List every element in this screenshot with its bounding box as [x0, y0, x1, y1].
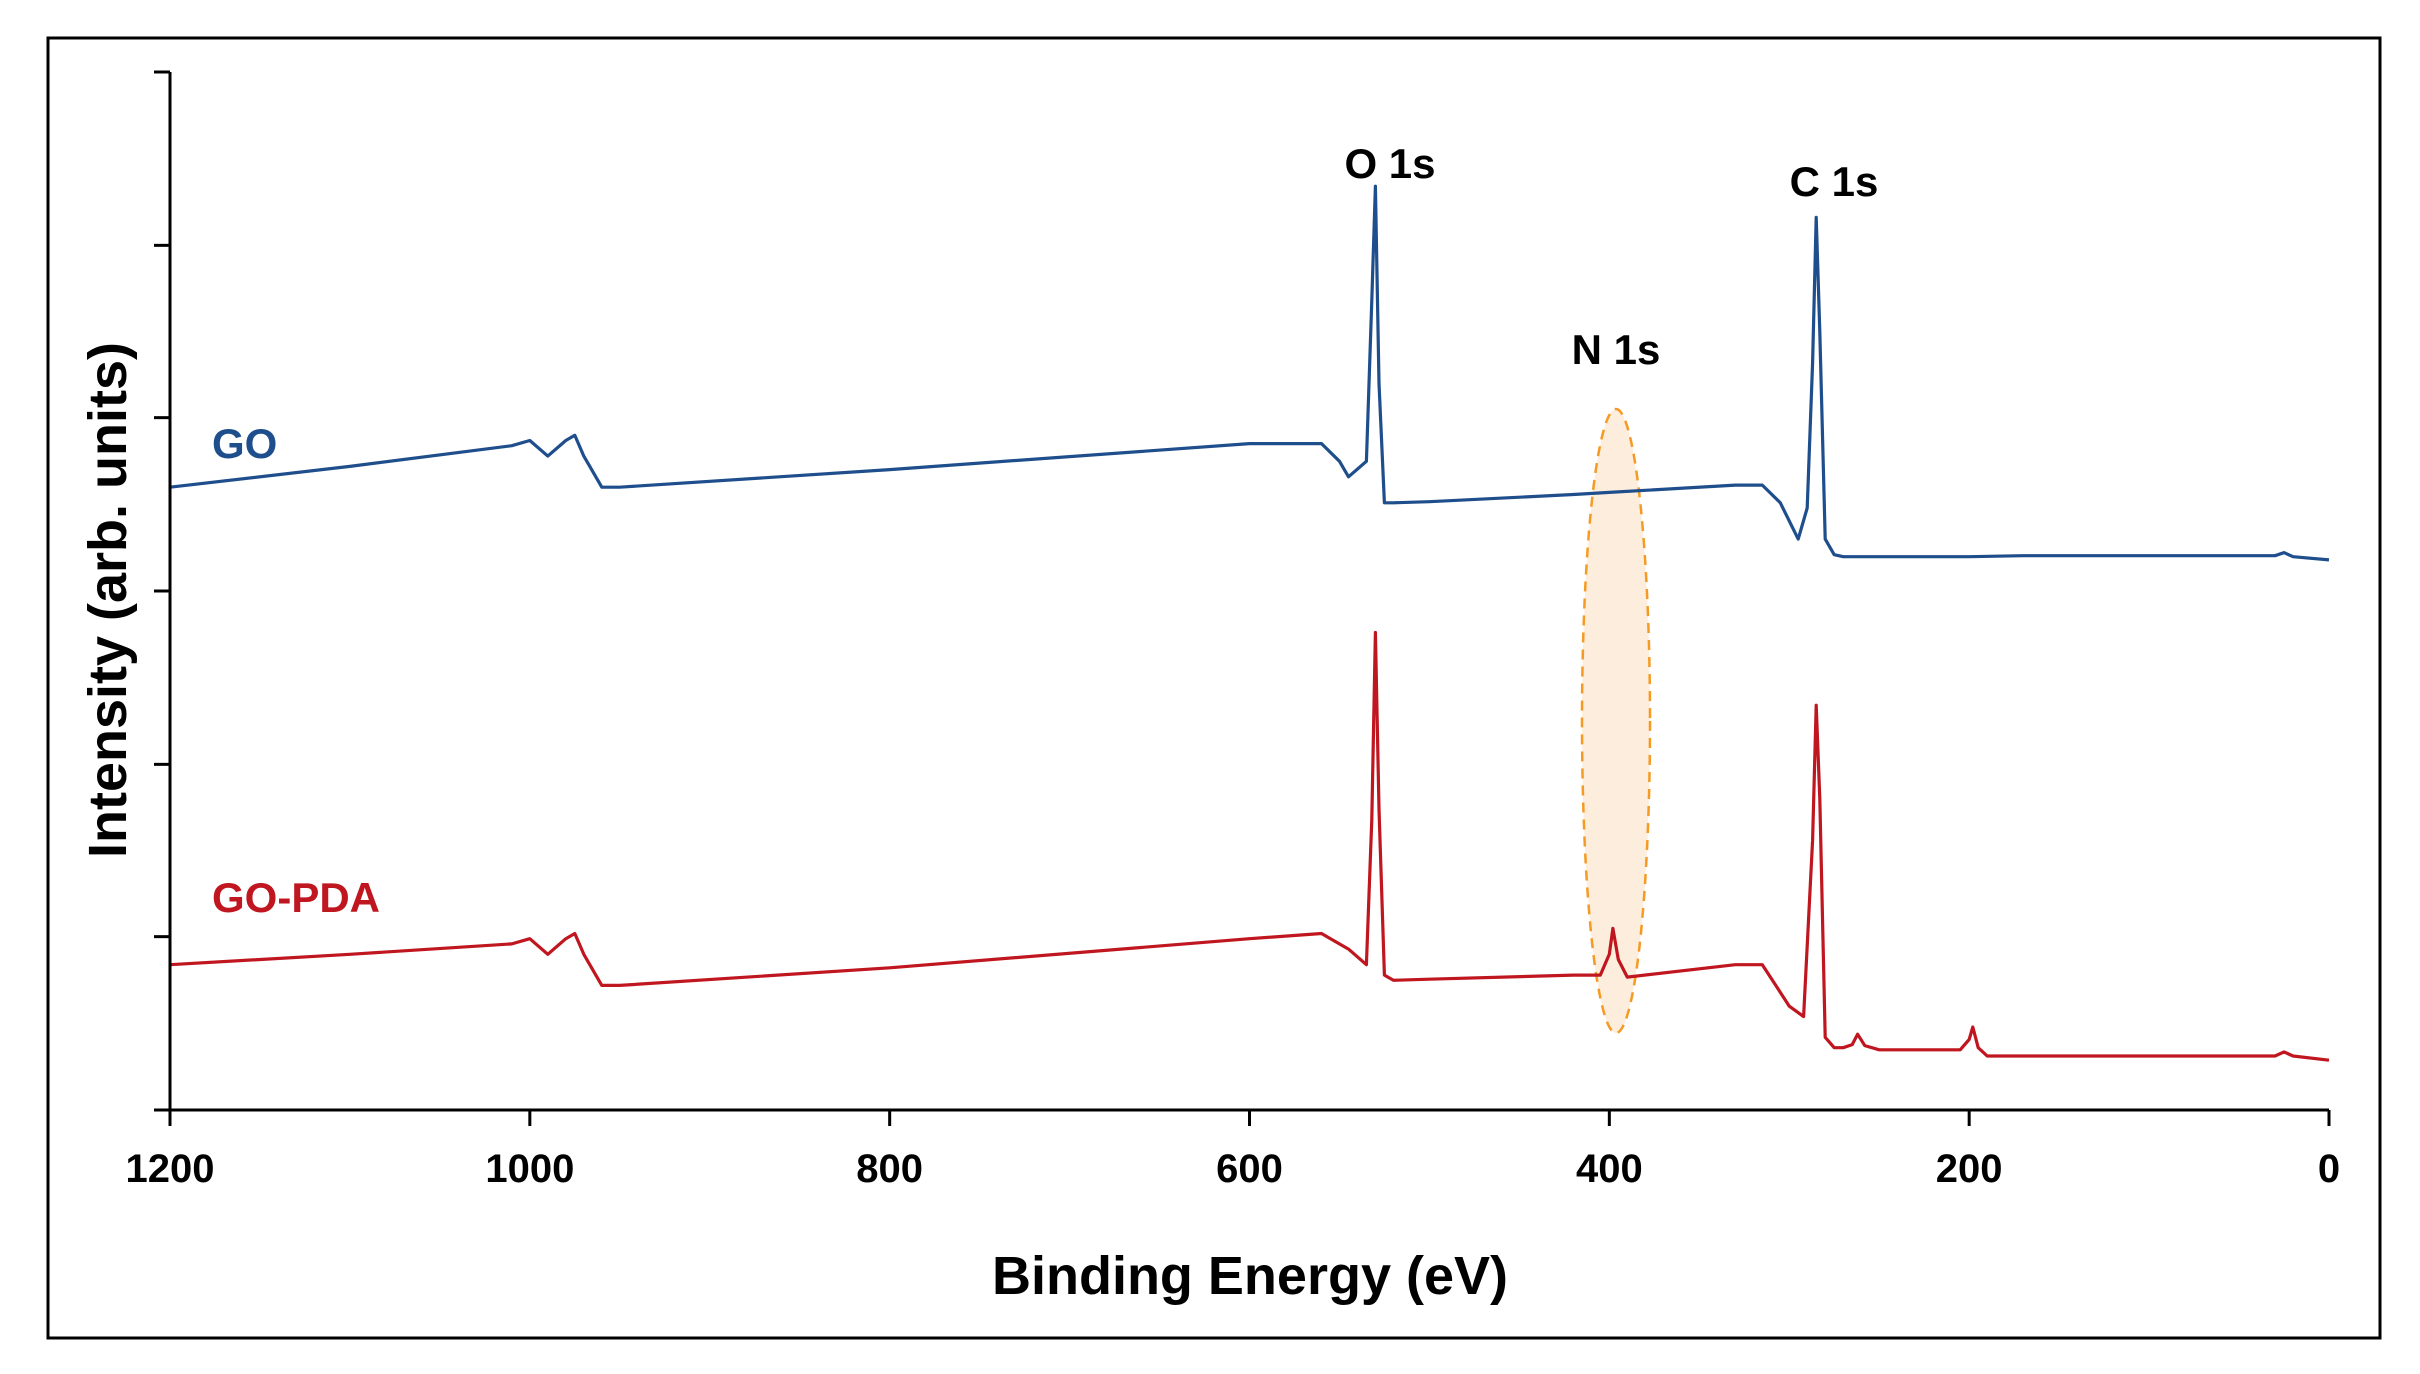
n1s-highlight-ellipse [1580, 407, 1652, 1035]
x-axis-title: Binding Energy (eV) [992, 1246, 1508, 1306]
y-axis-title: Intensity (arb. units) [78, 342, 138, 858]
peak-label-o1s: O 1s [1344, 140, 1435, 187]
y-ticks [154, 70, 170, 1112]
series-layer [169, 184, 2330, 1062]
x-tick-label: 800 [856, 1147, 923, 1191]
peak-label-n1s: N 1s [1572, 326, 1661, 373]
peak-label-c1s: C 1s [1790, 158, 1879, 205]
x-tick-label: 200 [1936, 1147, 2003, 1191]
series-label-go: GO [212, 420, 277, 467]
x-tick-label: 400 [1576, 1147, 1643, 1191]
series-line-go [169, 184, 2330, 562]
x-ticks: 1200 1000 800 600 400 200 0 [126, 1110, 2340, 1191]
x-tick-label: 600 [1216, 1147, 1283, 1191]
series-label-go-pda: GO-PDA [212, 874, 380, 921]
x-tick-label: 1200 [126, 1147, 215, 1191]
x-tick-label: 1000 [485, 1147, 574, 1191]
series-line-go-pda [169, 630, 2330, 1062]
figure-frame [46, 36, 2382, 1340]
x-tick-label: 0 [2318, 1147, 2340, 1191]
